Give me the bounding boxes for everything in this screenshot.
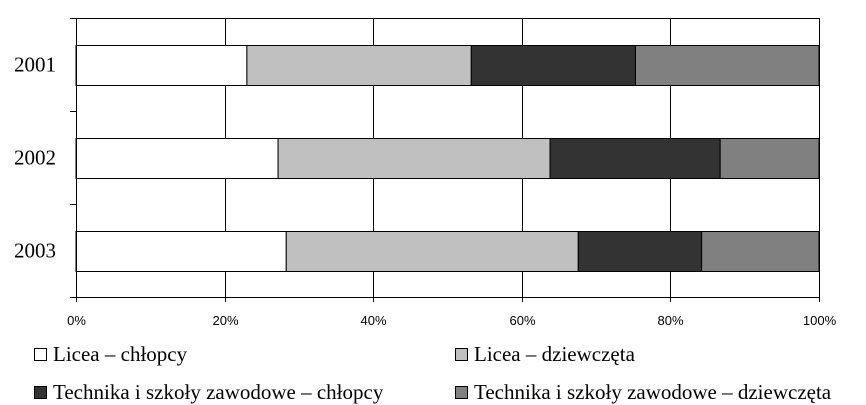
legend-item-licea-chlopcy: Licea – chłopcy xyxy=(34,342,187,367)
stacked-bar-chart: 0% 20% 40% 60% 80% 100% 2001 2002 2003 xyxy=(14,18,837,329)
bar-2001-series-0 xyxy=(75,45,248,86)
legend-label-technika-dziewczeta: Technika i szkoły zawodowe – dziewczęta xyxy=(474,380,832,404)
bar-2003-series-0 xyxy=(75,231,287,272)
x-tick-label-3: 60% xyxy=(509,313,535,328)
bar-2003-series-3 xyxy=(701,231,820,272)
x-tick-label-1: 20% xyxy=(212,313,238,328)
legend-item-technika-dziewczeta: Technika i szkoły zawodowe – dziewczęta xyxy=(455,380,831,405)
legend-label-licea-dziewczeta: Licea – dziewczęta xyxy=(474,342,635,366)
bar-2001-series-1 xyxy=(246,45,472,86)
legend-label-technika-chlopcy: Technika i szkoły zawodowe – chłopcy xyxy=(53,380,384,404)
x-tick-label-5: 100% xyxy=(803,313,837,328)
bar-2002-series-2 xyxy=(549,138,721,179)
legend-label-licea-chlopcy: Licea – chłopcy xyxy=(53,342,188,366)
axis-labels: 0% 20% 40% 60% 80% 100% 2001 2002 2003 xyxy=(14,53,837,329)
y-category-label-2002: 2002 xyxy=(14,146,56,170)
legend-swatch-technika-chlopcy xyxy=(34,386,47,399)
legend-swatch-technika-dziewczeta xyxy=(455,386,468,399)
bars xyxy=(75,45,820,272)
y-category-label-2003: 2003 xyxy=(14,239,56,263)
bar-2002-series-1 xyxy=(277,138,551,179)
legend-item-licea-dziewczeta: Licea – dziewczęta xyxy=(455,342,635,367)
bar-2002-series-0 xyxy=(75,138,279,179)
y-category-label-2001: 2001 xyxy=(14,53,56,77)
legend-item-technika-chlopcy: Technika i szkoły zawodowe – chłopcy xyxy=(34,380,383,405)
bar-2001-series-3 xyxy=(634,45,820,86)
bar-2003-series-2 xyxy=(577,231,703,272)
bar-2003-series-1 xyxy=(285,231,579,272)
bar-2002-series-3 xyxy=(719,138,820,179)
x-tick-label-4: 80% xyxy=(657,313,683,328)
x-tick-label-2: 40% xyxy=(360,313,386,328)
x-tick-label-0: 0% xyxy=(67,313,86,328)
axes xyxy=(70,18,820,302)
bar-2001-series-2 xyxy=(470,45,636,86)
legend-swatch-licea-chlopcy xyxy=(34,348,47,361)
legend-swatch-licea-dziewczeta xyxy=(455,348,468,361)
